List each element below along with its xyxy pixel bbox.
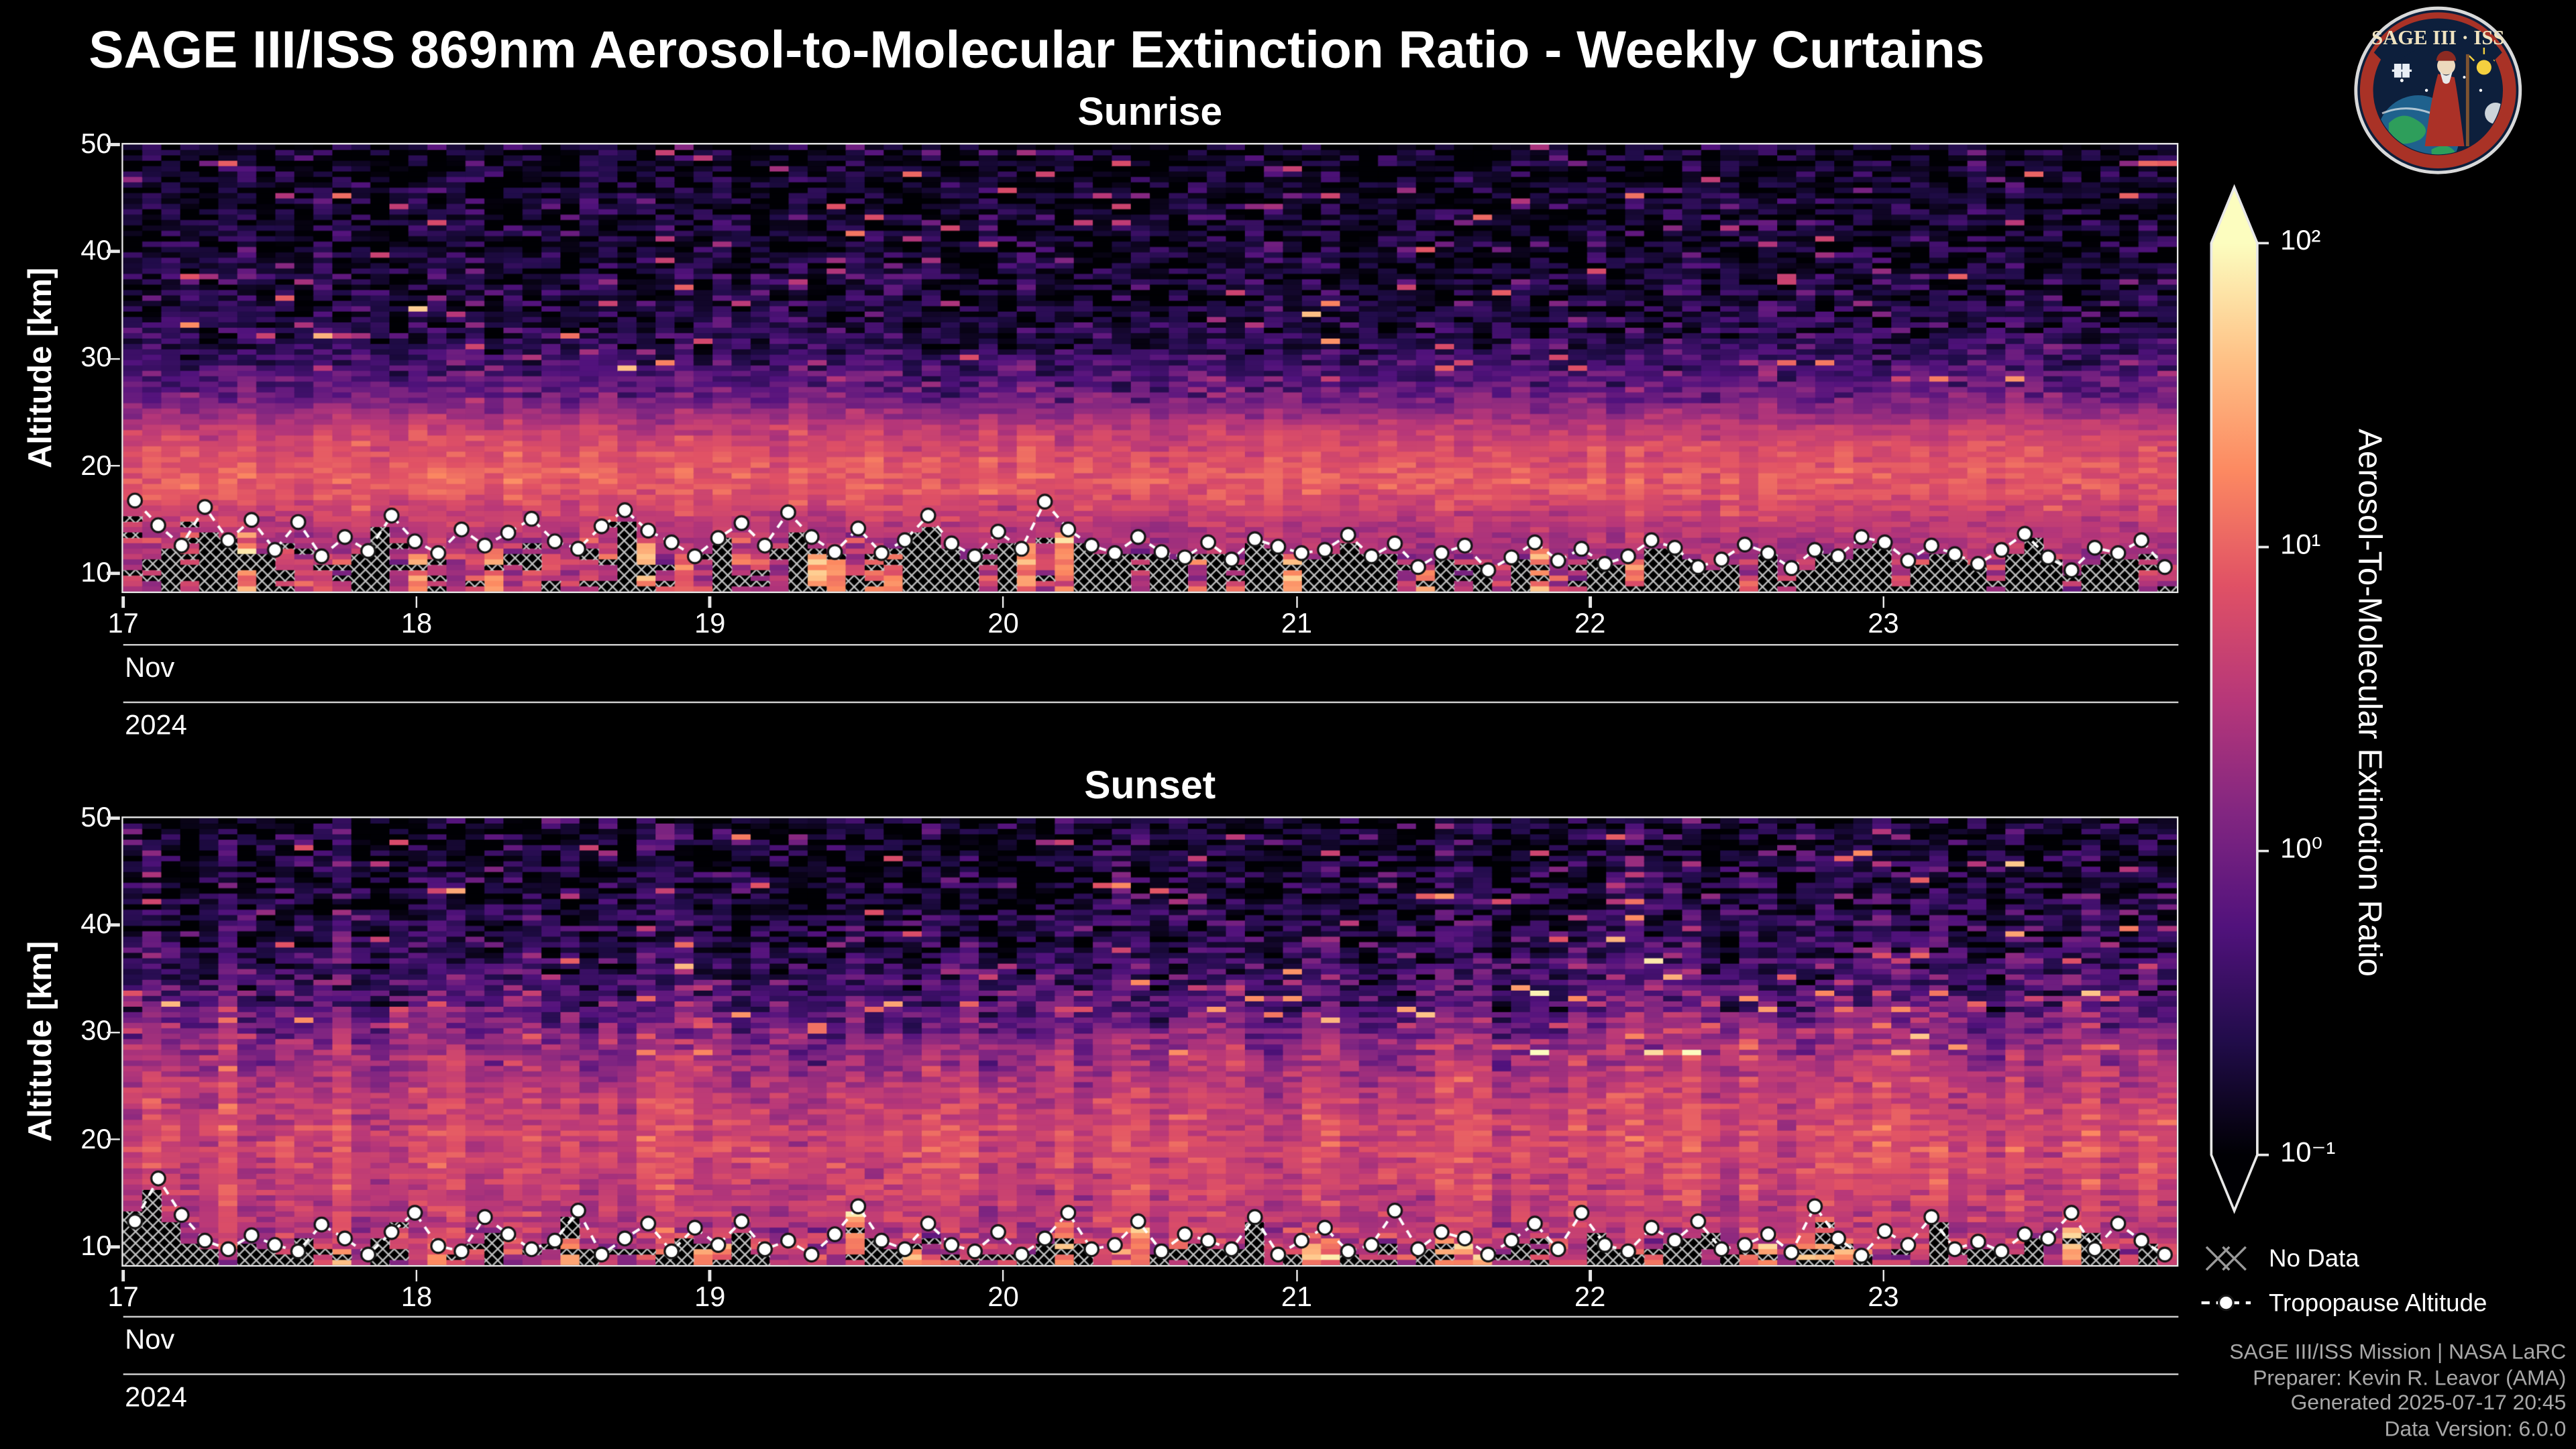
colorbar	[2210, 184, 2269, 1214]
sunset-month-label: Nov	[125, 1324, 175, 1356]
y-tick-label: 10	[80, 1230, 112, 1262]
y-tick-mark	[107, 816, 120, 820]
x-tick-mark	[1295, 596, 1298, 608]
sunset-heatmap-canvas	[122, 817, 2176, 1265]
x-tick-label: 22	[1574, 608, 1606, 639]
x-tick-mark	[1002, 596, 1005, 608]
x-tick-label: 19	[694, 1281, 726, 1313]
x-tick-label: 22	[1574, 1281, 1606, 1313]
figure-title: SAGE III/ISS 869nm Aerosol-to-Molecular …	[89, 19, 1985, 79]
x-tick-mark	[1589, 596, 1592, 608]
x-tick-label: 18	[400, 1281, 433, 1313]
x-tick-mark	[121, 1270, 125, 1282]
y-tick-mark	[107, 358, 120, 360]
y-tick-mark	[107, 1031, 120, 1034]
x-tick-mark	[708, 596, 712, 608]
date-axis-separator	[123, 701, 2179, 704]
x-tick-label: 17	[107, 1281, 139, 1313]
logo-title-text: SAGE III · ISS	[2371, 26, 2504, 49]
date-axis-separator	[123, 1316, 2179, 1318]
colorbar-tick-label: 10⁰	[2280, 833, 2323, 865]
logo-sun-icon	[2476, 60, 2491, 75]
colorbar-tick-marks	[2257, 241, 2269, 1157]
x-tick-mark	[121, 596, 125, 608]
y-tick-mark	[107, 464, 120, 468]
colorbar-axis-label: Aerosol-To-Molecular Extinction Ratio	[2351, 429, 2387, 977]
x-tick-mark	[1589, 1270, 1592, 1282]
y-tick-label: 40	[80, 235, 112, 267]
footer-version-line: Data Version: 6.0.0	[2384, 1415, 2567, 1440]
y-tick-mark	[107, 1245, 120, 1248]
sunset-panel-title: Sunset	[1084, 763, 1216, 808]
logo-title-band	[2373, 18, 2502, 71]
x-tick-mark	[1882, 1270, 1885, 1282]
colorbar-over-arrow	[2211, 187, 2257, 244]
logo-iss-icon	[2392, 64, 2412, 78]
y-tick-label: 30	[80, 1016, 112, 1048]
y-tick-mark	[107, 250, 120, 254]
sunrise-year-label: 2024	[125, 709, 187, 741]
y-tick-mark	[107, 1138, 120, 1141]
y-tick-label: 10	[80, 556, 112, 588]
legend-no-data: No Data	[2198, 1244, 2359, 1273]
y-tick-label: 20	[80, 1123, 112, 1155]
x-tick-label: 21	[1281, 608, 1313, 639]
no-data-hatch-icon	[2205, 1246, 2247, 1271]
x-tick-mark	[1295, 1270, 1298, 1282]
x-tick-label: 18	[400, 608, 433, 639]
y-tick-mark	[107, 143, 120, 146]
x-tick-label: 20	[987, 1281, 1019, 1313]
x-tick-mark	[1002, 1270, 1005, 1282]
y-tick-label: 40	[80, 908, 112, 941]
sunrise-heatmap-canvas	[122, 144, 2176, 591]
colorbar-under-arrow	[2211, 1155, 2257, 1211]
x-tick-mark	[415, 1270, 418, 1282]
y-tick-label: 50	[80, 128, 112, 160]
footer-credits: SAGE III/ISS Mission | NASA LaRC Prepare…	[2229, 1339, 2566, 1441]
legend-tropopause-label: Tropopause Altitude	[2269, 1289, 2487, 1317]
y-tick-label: 20	[80, 449, 112, 481]
x-tick-label: 19	[694, 608, 726, 639]
sage-iii-iss-logo: SAGE III · ISS	[2354, 6, 2522, 174]
sunrise-month-label: Nov	[125, 652, 175, 684]
footer-mission-line: SAGE III/ISS Mission | NASA LaRC	[2229, 1338, 2567, 1364]
x-tick-label: 17	[107, 608, 139, 639]
x-tick-label: 21	[1281, 1281, 1313, 1313]
sunrise-panel-title: Sunrise	[1077, 90, 1223, 135]
colorbar-gradient	[2211, 243, 2257, 1155]
y-tick-mark	[107, 572, 120, 575]
legend-tropopause: Tropopause Altitude	[2198, 1288, 2487, 1318]
sunset-heatmap-plot	[121, 815, 2178, 1266]
footer-preparer-line: Preparer: Kevin R. Leavor (AMA)	[2253, 1364, 2567, 1389]
date-axis-separator	[123, 1373, 2179, 1376]
y-tick-mark	[107, 924, 120, 927]
x-tick-mark	[415, 596, 418, 608]
colorbar-tick-label: 10¹	[2280, 529, 2321, 561]
logo-sage-figure	[2424, 50, 2469, 146]
sunrise-heatmap-plot	[121, 142, 2178, 592]
y-tick-label: 30	[80, 342, 112, 374]
colorbar-tick-label: 10²	[2280, 225, 2321, 257]
legend-no-data-label: No Data	[2269, 1244, 2359, 1273]
sunset-year-label: 2024	[125, 1381, 187, 1413]
x-tick-mark	[1882, 596, 1885, 608]
x-tick-label: 23	[1868, 608, 1899, 639]
x-tick-mark	[708, 1270, 712, 1282]
tropopause-line-icon	[2201, 1294, 2251, 1311]
x-tick-label: 23	[1868, 1281, 1899, 1313]
colorbar-tick-label: 10⁻¹	[2280, 1136, 2336, 1169]
x-tick-label: 20	[987, 608, 1019, 639]
footer-generated-line: Generated 2025-07-17 20:45	[2290, 1389, 2567, 1415]
date-axis-separator	[123, 644, 2179, 646]
y-tick-label: 50	[80, 802, 112, 833]
